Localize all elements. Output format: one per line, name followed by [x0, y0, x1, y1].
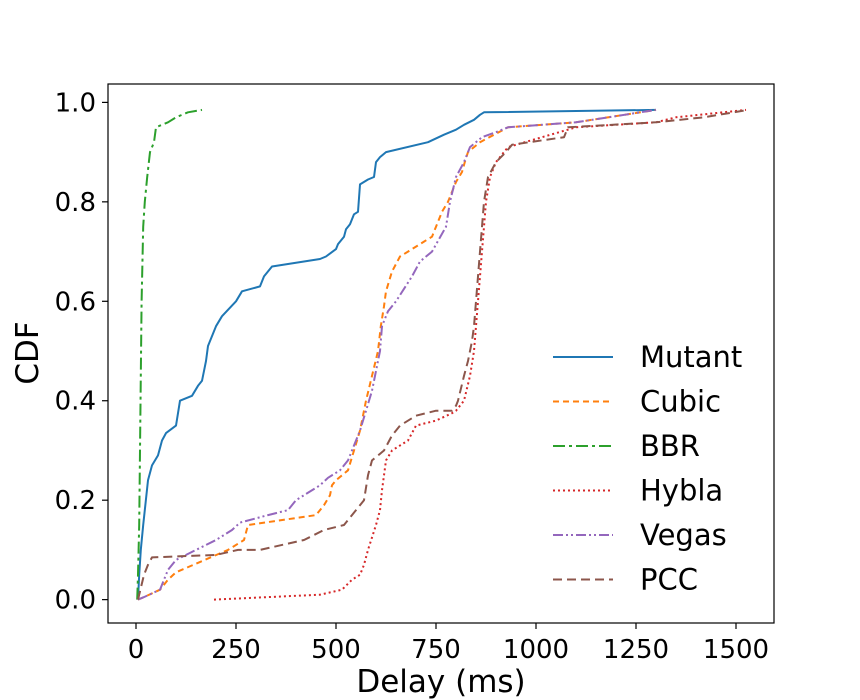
series-layer — [136, 108, 749, 601]
y-axis-label: CDF — [10, 321, 46, 384]
plot-frame — [107, 83, 775, 624]
series-line-vegas — [137, 108, 657, 601]
legend-label-cubic: Cubic — [640, 385, 721, 419]
legend: Mutant Cubic BBR Hybla Vegas PCC — [553, 340, 742, 597]
x-tick-label: 500 — [311, 635, 361, 665]
y-tick-label: 0.0 — [55, 586, 96, 616]
x-axis-label: Delay (ms) — [356, 664, 525, 700]
x-tick-label: 1500 — [703, 635, 769, 665]
x-tick-label: 1250 — [603, 635, 669, 665]
series-line-cubic — [137, 108, 657, 601]
y-tick-label: 0.6 — [55, 287, 96, 317]
legend-label-bbr: BBR — [640, 429, 700, 463]
x-tick-label: 250 — [211, 635, 261, 665]
x-tick-label: 750 — [411, 635, 461, 665]
x-tick-label: 0 — [128, 635, 145, 665]
legend-label-hybla: Hybla — [640, 474, 723, 508]
legend-label-mutant: Mutant — [640, 340, 742, 374]
series-line-bbr — [136, 108, 203, 600]
legend-label-vegas: Vegas — [640, 518, 727, 552]
y-axis: 0.0 0.2 0.4 0.6 0.8 1.0 — [55, 88, 108, 616]
x-tick-label: 1000 — [503, 635, 569, 665]
y-tick-label: 0.8 — [55, 188, 96, 218]
y-tick-label: 1.0 — [55, 88, 96, 118]
series-line-pcc — [137, 108, 749, 600]
x-axis: 0 250 500 750 1000 1250 1500 — [128, 623, 769, 665]
y-tick-label: 0.2 — [55, 486, 96, 516]
legend-label-pcc: PCC — [640, 563, 698, 597]
y-tick-label: 0.4 — [55, 387, 96, 417]
series-line-mutant — [137, 108, 657, 600]
